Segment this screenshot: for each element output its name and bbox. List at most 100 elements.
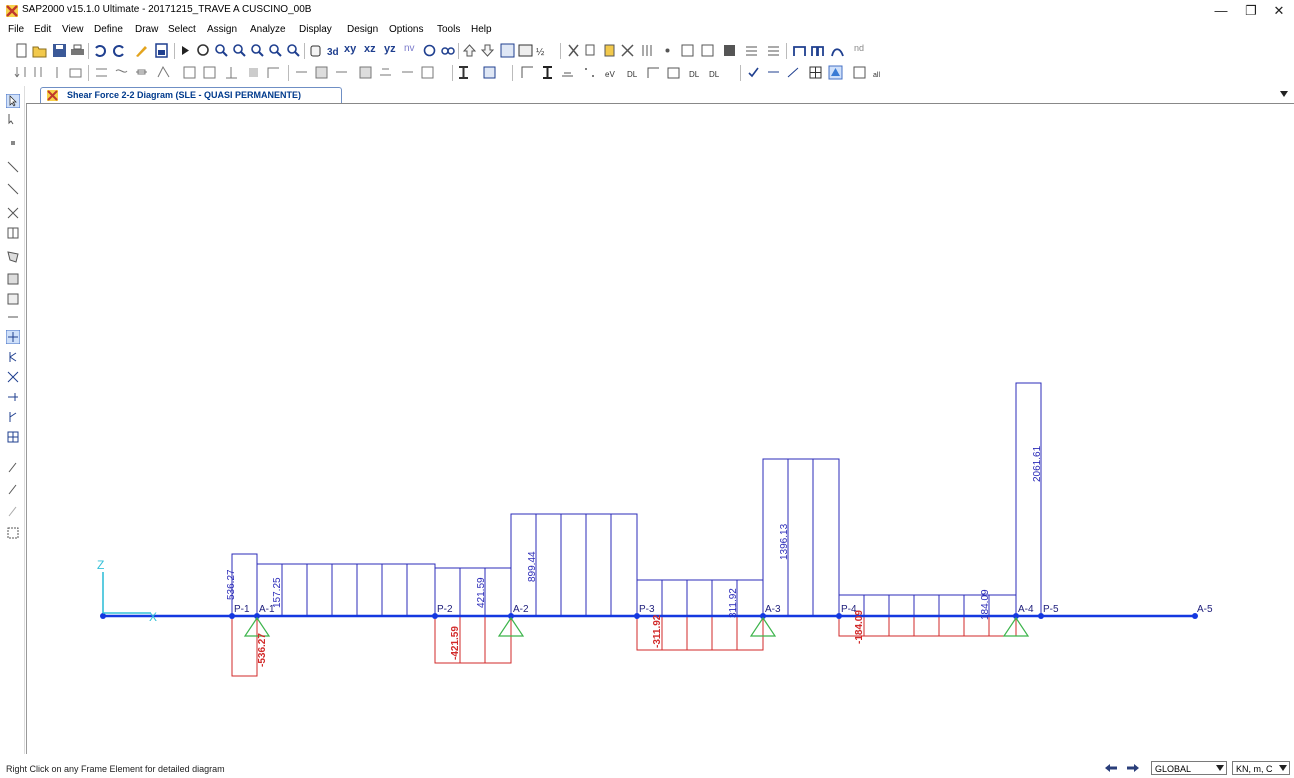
draw-section-cut-icon[interactable] [224, 65, 239, 80]
replicate-icon[interactable] [640, 43, 655, 58]
select-all-icon[interactable]: all [872, 65, 887, 80]
undo-icon[interactable] [92, 43, 107, 58]
assign-frame-load-cases-icon[interactable]: DL [688, 65, 703, 80]
quick-draw-frame-icon[interactable] [294, 65, 309, 80]
redo-icon[interactable] [112, 43, 127, 58]
restore-button[interactable]: ❐ [1236, 2, 1266, 20]
assign-frame-loads-icon[interactable] [32, 65, 47, 80]
show-forces-icon[interactable] [792, 43, 807, 58]
reshaper-icon[interactable] [6, 112, 20, 126]
check-connectivity-icon[interactable] [766, 65, 781, 80]
snap-to-points-icon[interactable] [6, 330, 20, 344]
area-section-dropdown-icon[interactable] [482, 65, 497, 80]
xz-view-button[interactable]: xz [364, 43, 376, 55]
menu-options[interactable]: Options [389, 24, 424, 35]
frame-section-dropdown-icon[interactable] [456, 65, 471, 80]
joint-restraints-icon[interactable] [660, 43, 675, 58]
draw-rectangular-area-icon[interactable] [6, 272, 20, 286]
close-button[interactable]: ✕ [1264, 2, 1294, 20]
draw-frame-line-icon[interactable] [6, 160, 20, 174]
snap-fine-grid-icon[interactable] [6, 430, 20, 444]
show-all-icon[interactable] [852, 65, 867, 80]
joint-p5[interactable] [1038, 613, 1044, 619]
menu-display[interactable]: Display [299, 24, 332, 35]
paste-icon[interactable] [602, 43, 617, 58]
quick-draw-secondary-beams-icon[interactable] [6, 226, 20, 240]
support-triangle-icon[interactable] [243, 616, 271, 637]
draw-cable-icon[interactable] [114, 65, 129, 80]
joint-p4[interactable] [836, 613, 842, 619]
zoom-step-in-icon[interactable] [268, 43, 283, 58]
menu-file[interactable]: File [8, 24, 25, 35]
move-up-icon[interactable] [462, 43, 477, 58]
open-folder-icon[interactable] [32, 43, 47, 58]
3d-view-icon[interactable]: 3d [326, 43, 341, 58]
joint-a1[interactable] [254, 613, 260, 619]
draw-solid-icon[interactable] [202, 65, 217, 80]
menu-select[interactable]: Select [168, 24, 196, 35]
assign-end-offsets-icon[interactable] [560, 65, 575, 80]
draw-shell-icon[interactable] [182, 65, 197, 80]
set-intersecting-line-select-icon[interactable] [6, 526, 20, 540]
draw-joint-icon[interactable] [6, 136, 20, 150]
menu-tools[interactable]: Tools [437, 24, 461, 35]
assign-insertion-point-icon[interactable] [540, 65, 555, 80]
assign-frame-design-procedure-icon[interactable] [666, 65, 681, 80]
clear-selection-icon[interactable] [6, 504, 20, 518]
get-previous-selection-icon[interactable] [6, 482, 20, 496]
assign-joint-springs-icon[interactable] [582, 65, 597, 80]
delete-icon[interactable] [620, 43, 635, 58]
assign-end-releases-icon[interactable]: eV [604, 65, 619, 80]
zoom-out-icon[interactable] [232, 43, 247, 58]
show-stresses-icon[interactable] [810, 43, 825, 58]
pointer-select-icon[interactable] [6, 94, 20, 108]
menu-draw[interactable]: Draw [135, 24, 159, 35]
menu-define[interactable]: Define [94, 24, 123, 35]
show-nd-button[interactable]: nd [854, 43, 865, 53]
joint-a5[interactable] [1192, 613, 1198, 619]
assign-frame-output-stations-icon[interactable] [646, 65, 661, 80]
assign-gravity-icon[interactable] [50, 65, 65, 80]
draw-tendon-icon[interactable] [156, 65, 171, 80]
frame-sections-icon[interactable] [680, 43, 695, 58]
nv-view-button[interactable]: nv [404, 43, 415, 54]
zoom-restore-icon[interactable] [250, 43, 265, 58]
show-grid-icon[interactable] [500, 43, 515, 58]
minimize-button[interactable]: — [1206, 2, 1236, 20]
perspective-toggle-icon[interactable] [422, 43, 437, 58]
arrow-right-icon[interactable] [1126, 763, 1140, 773]
show-picture-icon[interactable] [518, 43, 533, 58]
quick-draw-link-icon[interactable] [378, 65, 393, 80]
menu-edit[interactable]: Edit [34, 24, 52, 35]
joint-p2[interactable] [432, 613, 438, 619]
copy-icon[interactable] [584, 43, 599, 58]
joint-p3[interactable] [634, 613, 640, 619]
assign-area-loads-icon[interactable] [68, 65, 83, 80]
quick-draw-solid-icon[interactable] [400, 65, 415, 80]
run-analysis-icon[interactable] [178, 43, 193, 58]
window-list-dropdown-icon[interactable] [1280, 91, 1288, 97]
selected-display-mode-icon[interactable] [828, 65, 843, 80]
check-selection-icon[interactable] [786, 65, 801, 80]
show-loads-icon[interactable] [744, 43, 759, 58]
tab-shear-force-diagram[interactable]: Shear Force 2-2 Diagram (SLE - QUASI PER… [40, 87, 342, 103]
menu-assign[interactable]: Assign [207, 24, 238, 35]
diagram-canvas[interactable]: Z X P-1 A-1 P-2 A-2 P-3 A-3 P-4 A-4 P-5 … [26, 104, 1294, 754]
arrow-left-icon[interactable] [1104, 763, 1118, 773]
assign-joint-loads-icon[interactable] [14, 65, 29, 80]
xy-view-button[interactable]: xy [344, 43, 357, 55]
quick-draw-area-line-icon[interactable] [6, 292, 20, 306]
quick-draw-brace-icon[interactable] [314, 65, 329, 80]
draw-poly-area-icon[interactable] [6, 250, 20, 264]
set-display-options-icon[interactable] [440, 43, 455, 58]
menu-design[interactable]: Design [347, 24, 379, 35]
menu-help[interactable]: Help [471, 24, 492, 35]
show-deformed-icon[interactable] [766, 43, 781, 58]
edit-pencil-icon[interactable] [134, 43, 149, 58]
check-model-icon[interactable] [746, 65, 761, 80]
pan-hand-icon[interactable] [308, 43, 323, 58]
joint-a2[interactable] [508, 613, 514, 619]
assign-frame-load-factors-icon[interactable]: DL [626, 65, 641, 80]
draw-frame-icon[interactable] [94, 65, 109, 80]
assign-frame-load-combos-icon[interactable]: DL [708, 65, 723, 80]
